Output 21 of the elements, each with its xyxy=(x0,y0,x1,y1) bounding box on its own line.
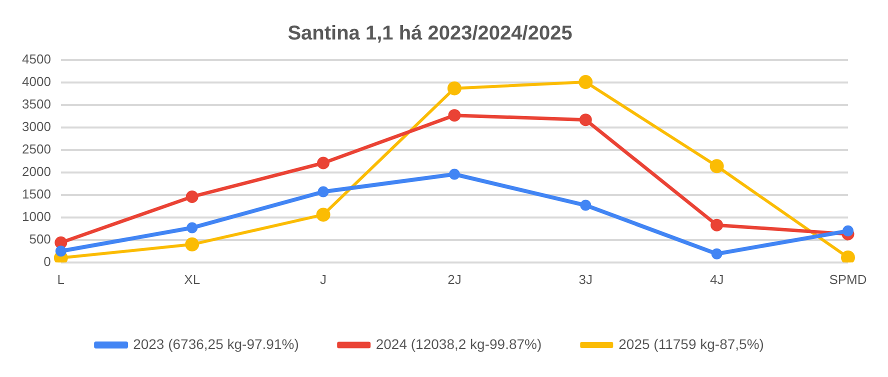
x-tick-label: 2J xyxy=(448,272,462,287)
x-tick-label: 3J xyxy=(578,272,593,287)
y-tick-label: 3000 xyxy=(22,119,51,134)
y-tick-label: 3500 xyxy=(22,96,51,112)
y-tick-label: 4500 xyxy=(22,52,51,67)
y-tick-label: 2500 xyxy=(22,142,51,157)
x-tick-label: SPMD xyxy=(829,272,867,287)
x-tick-label: 4J xyxy=(710,272,724,287)
x-tick-label: XL xyxy=(184,272,200,287)
chart-title: Santina 1,1 há 2023/2024/2025 xyxy=(288,22,572,45)
y-tick-label: 1500 xyxy=(22,186,51,202)
y-tick-label: 2000 xyxy=(22,164,51,180)
legend-label: 2023 (6736,25 kg-97.91%) xyxy=(133,336,299,352)
y-tick-label: 1000 xyxy=(22,209,51,224)
y-tick-label: 0 xyxy=(44,254,51,269)
y-tick-label: 4000 xyxy=(22,74,51,90)
y-tick-label: 500 xyxy=(29,231,51,246)
legend-label: 2024 (12038,2 kg-99.87%) xyxy=(376,336,542,352)
x-tick-label: J xyxy=(320,272,327,287)
legend-label: 2025 (11759 kg-87,5%) xyxy=(618,336,764,352)
x-tick-label: L xyxy=(57,272,65,287)
